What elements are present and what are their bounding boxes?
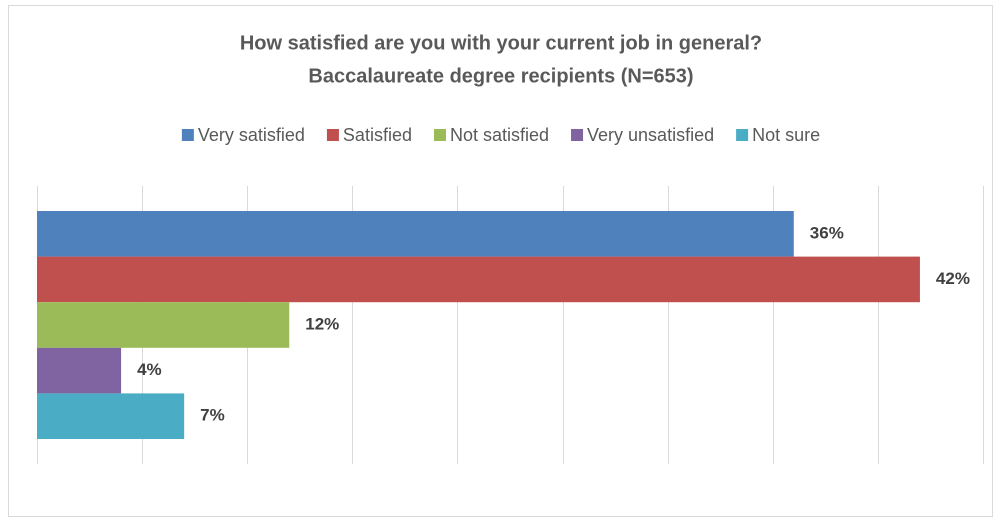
bar	[37, 347, 122, 394]
legend-swatch	[736, 129, 749, 141]
data-label: 36%	[810, 223, 844, 242]
legend-swatch	[433, 129, 446, 141]
legend-swatch	[571, 129, 584, 141]
bar	[37, 393, 185, 439]
legend-text: Very satisfied	[198, 125, 305, 145]
data-label: 4%	[137, 360, 162, 379]
bar	[37, 302, 290, 348]
legend-text: Not sure	[752, 125, 820, 145]
data-label: 12%	[305, 314, 339, 333]
data-label: 42%	[936, 269, 970, 288]
legend-text: Not satisfied	[450, 125, 549, 145]
legend-text: Very unsatisfied	[587, 125, 714, 145]
legend-swatch	[326, 129, 339, 141]
legend-text: Satisfied	[343, 125, 412, 145]
legend-swatch	[181, 129, 194, 141]
data-label: 7%	[200, 406, 225, 425]
chart-title: How satisfied are you with your current …	[240, 32, 762, 54]
bar	[37, 256, 920, 303]
bar	[37, 211, 794, 257]
chart-subtitle: Baccalaureate degree recipients (N=653)	[308, 65, 693, 87]
